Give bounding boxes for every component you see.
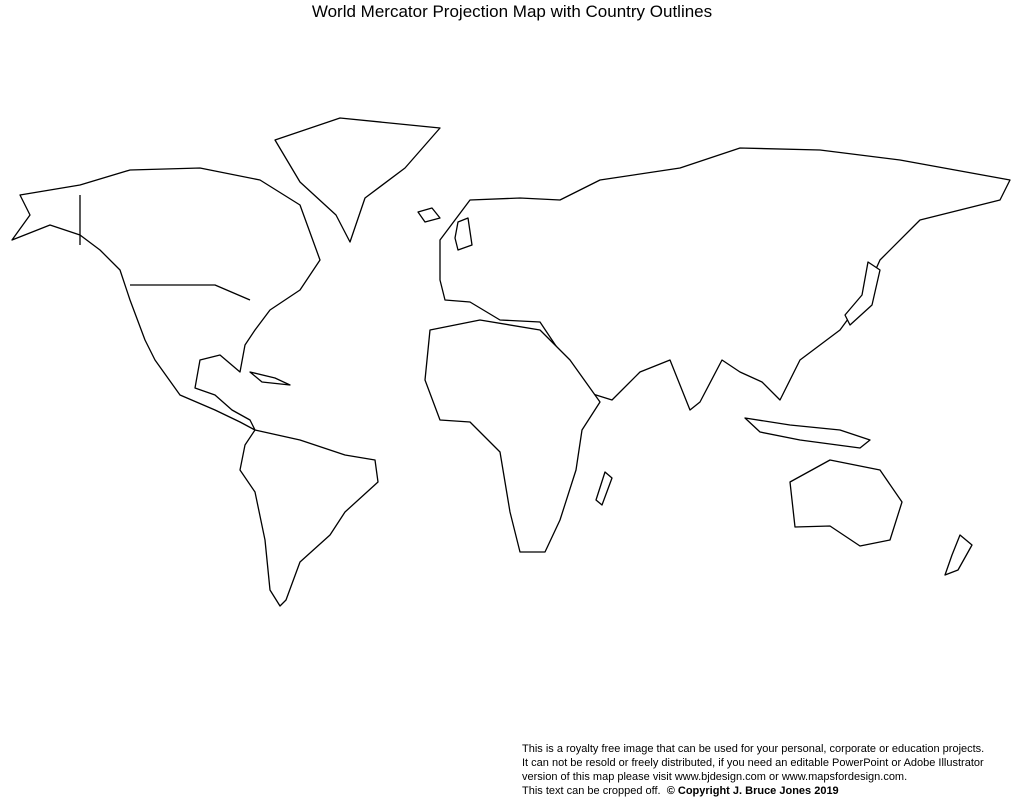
eurasia (439, 147, 1011, 411)
new-zealand (944, 534, 973, 576)
greenland (274, 117, 441, 243)
copyright-notice: This is a royalty free image that can be… (522, 742, 984, 798)
notice-line: This text can be cropped off. © Copyrigh… (522, 784, 984, 798)
notice-line: version of this map please visit www.bjd… (522, 771, 908, 783)
iceland (417, 207, 441, 223)
map-title: World Mercator Projection Map with Count… (311, 2, 713, 21)
africa (424, 319, 601, 553)
madagascar (595, 471, 613, 506)
notice-line: It can not be resold or freely distribut… (522, 757, 984, 769)
us-canada-border (79, 195, 251, 301)
cuba (249, 371, 291, 386)
australia (789, 459, 903, 547)
great-britain (454, 217, 473, 251)
notice-line: This is a royalty free image that can be… (522, 743, 985, 755)
north-america (11, 167, 321, 431)
japan (844, 261, 881, 326)
copyright-text: © Copyright J. Bruce Jones 2019 (666, 785, 839, 797)
indonesia (744, 417, 871, 449)
notice-crop-text: This text can be cropped off. (522, 785, 661, 797)
south-america (239, 429, 379, 607)
